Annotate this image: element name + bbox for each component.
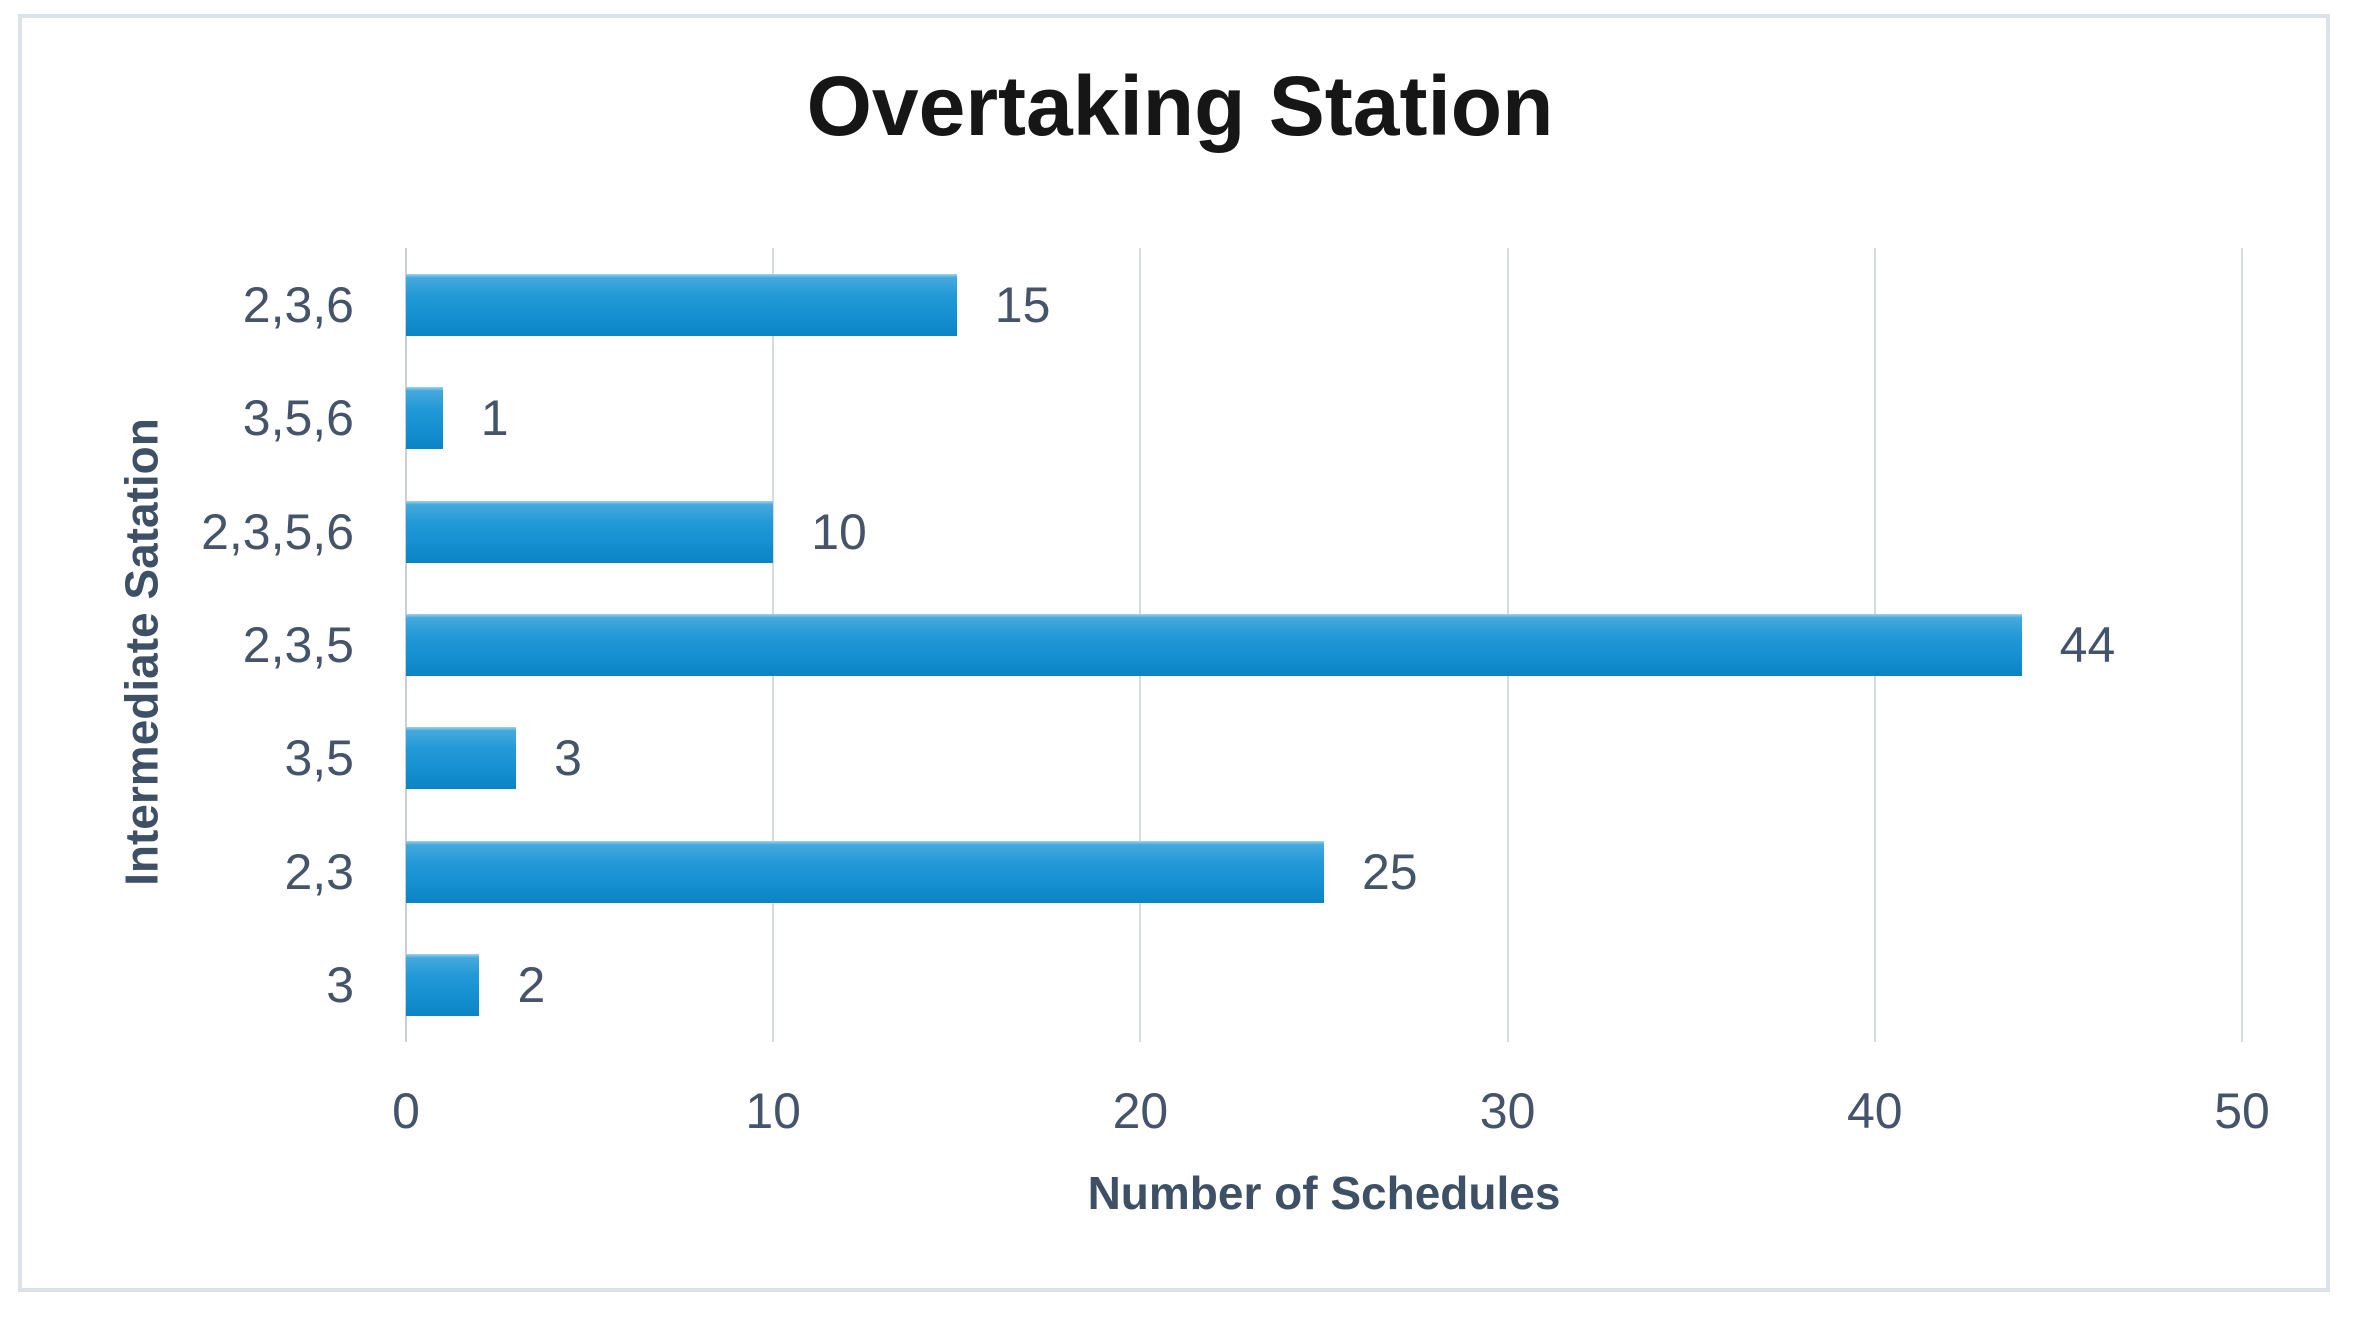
bar-value-label: 10 [811,503,867,560]
bar-value-label: 25 [1362,843,1418,900]
bar [406,727,517,790]
bar-row: 2,3,5 44 [243,588,2242,701]
x-tick-label: 20 [1112,1083,1169,1139]
y-category-label: 3,5 [284,730,354,787]
bars-layer: 2,3,6 15 3,5,6 1 2,3,5,6 10 2,3,5 44 3,5 3 2,3 25 3 2 [201,248,2242,1042]
bar [406,500,774,563]
x-tick-label: 40 [1846,1083,1903,1139]
y-category-label: 2,3,5 [242,616,354,673]
bar-row: 3,5 3 [284,702,2242,815]
x-tick-label: 0 [392,1083,420,1139]
bar-row: 2,3,5,6 10 [201,475,2242,588]
plot-area: 2,3,6 15 3,5,6 1 2,3,5,6 10 2,3,5 44 3,5 3 2,3 25 3 2 [201,248,2243,1042]
x-axis-title: Number of Schedules [1087,1167,1561,1219]
bar-value-label: 44 [2059,616,2116,673]
x-tick-label: 50 [2214,1083,2270,1139]
bar-row: 2,3,6 15 [243,248,2242,361]
bar [406,613,2022,676]
x-tick-label: 30 [1479,1083,1536,1139]
bar [406,954,480,1017]
bar [406,387,443,450]
bar-value-label: 3 [554,730,582,787]
chart-title: Overtaking Station [806,59,1554,153]
y-category-label: 3 [326,957,354,1014]
y-category-label: 2,3,6 [242,276,354,333]
bar-value-label: 1 [480,390,509,447]
bar [406,840,1324,903]
gridline [2241,248,2243,1042]
y-category-label: 2,3 [284,843,354,900]
y-category-label: 2,3,5,6 [201,503,354,560]
y-axis-title: Intermediate Satation [115,418,168,886]
bar-row: 2,3 25 [284,815,2242,928]
bar-value-label: 2 [517,957,546,1014]
y-category-label: 3,5,6 [242,390,354,447]
x-axis-tick-labels: 0 10 20 30 40 50 [392,1083,2270,1142]
bar [406,273,957,336]
bar-value-label: 15 [994,276,1051,333]
bar-row: 3,5,6 1 [243,361,2242,474]
x-tick-label: 10 [745,1083,801,1139]
